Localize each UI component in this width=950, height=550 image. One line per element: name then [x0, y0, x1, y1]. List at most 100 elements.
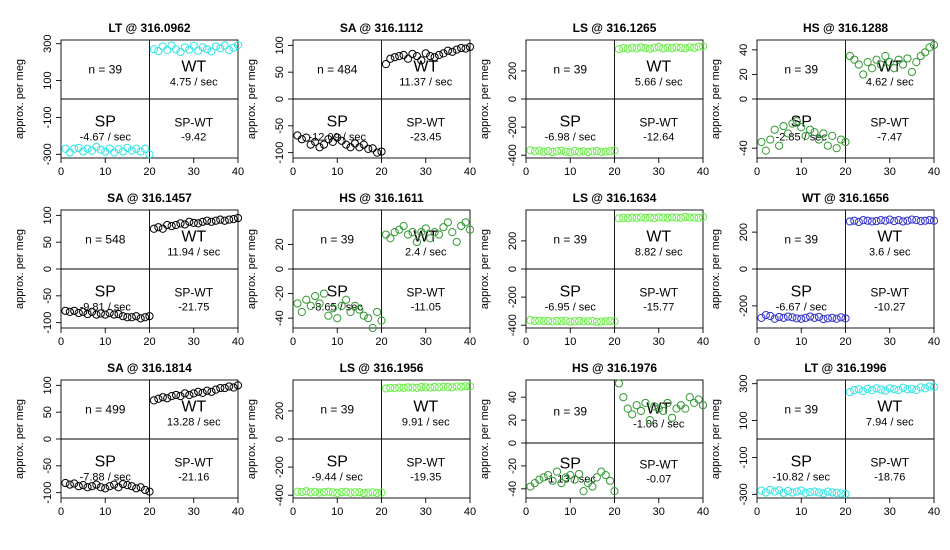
y-tick-label: 0 [738, 96, 750, 102]
wt-point [863, 384, 872, 393]
wt-point [185, 45, 194, 54]
wt-rate-label: 9.91 / sec [402, 417, 450, 429]
wt-point [216, 215, 225, 224]
y-tick-label: 100 [274, 36, 286, 54]
wt-point [202, 45, 212, 54]
sp-point [145, 487, 154, 496]
sp-point [570, 475, 579, 484]
sp-point [823, 487, 832, 496]
sp-point [87, 482, 97, 491]
sp-point [797, 123, 806, 132]
sp-point [605, 316, 615, 326]
sp-point [552, 147, 562, 156]
wt-point [859, 70, 868, 79]
wt-point [663, 43, 672, 52]
sp-point [836, 135, 846, 144]
sp-point [779, 313, 788, 322]
wt-point [672, 43, 681, 52]
sp-point [311, 291, 320, 301]
wt-point [403, 230, 413, 239]
wt-point [850, 216, 859, 225]
wt-point [903, 385, 912, 394]
wt-point [929, 382, 939, 392]
x-tick-label: 40 [464, 166, 476, 178]
sp-point [836, 313, 846, 322]
x-tick-label: 40 [928, 336, 940, 348]
sp-point [83, 309, 92, 319]
wt-point [163, 220, 172, 230]
x-tick-label: 0 [754, 166, 760, 178]
sp-point [788, 488, 797, 497]
sp-point [333, 488, 342, 498]
sp-point [324, 311, 333, 320]
n-count-label: n = 39 [320, 233, 354, 247]
y-tick-label: 0 [738, 266, 750, 272]
sp-point [597, 317, 606, 326]
wt-point [408, 383, 417, 392]
sp-point [79, 307, 88, 317]
sp-point [293, 131, 302, 140]
sp-point [70, 479, 79, 488]
x-tick-label: 20 [839, 166, 851, 178]
wt-point [672, 213, 681, 222]
wt-point [614, 379, 624, 388]
sp-point [342, 140, 351, 149]
wt-point [929, 40, 939, 50]
sp-point [592, 473, 601, 482]
wt-point [448, 383, 457, 392]
sp-point [605, 147, 615, 156]
wt-point [465, 42, 475, 52]
y-axis-label: approx. per meg [14, 399, 26, 479]
sp-point [566, 470, 575, 480]
sp-point [337, 488, 346, 497]
y-axis-label: approx. per meg [246, 59, 258, 139]
x-tick-label: 40 [232, 336, 244, 348]
sp-point [579, 317, 588, 326]
y-tick-label: 20 [507, 414, 519, 426]
x-tick-label: 0 [754, 506, 760, 518]
x-tick-label: 10 [99, 506, 111, 518]
wt-point [681, 404, 690, 413]
sp-point [761, 488, 770, 497]
wt-point [171, 390, 181, 400]
y-tick-label: -100 [42, 312, 54, 334]
wt-rate-label: 2.4 / sec [405, 247, 447, 259]
wt-point [202, 386, 212, 395]
n-count-label: n = 548 [85, 233, 126, 247]
sp-point [757, 486, 766, 495]
wt-point [412, 237, 421, 247]
wt-point [867, 64, 877, 73]
wt-point [233, 213, 243, 223]
wt-point [403, 54, 413, 63]
sp-point [605, 476, 615, 485]
wt-point [461, 218, 470, 227]
wt-point [198, 388, 207, 397]
sp-point [819, 129, 828, 138]
wt-point [921, 48, 930, 57]
panel-title: LT @ 316.0962 [108, 21, 191, 35]
sp-point [346, 488, 355, 497]
sp-point [770, 314, 779, 323]
wt-point [885, 384, 894, 393]
sp-point [74, 308, 83, 318]
wt-point [650, 43, 659, 52]
x-tick-label: 10 [331, 166, 343, 178]
sp-label: SP [560, 456, 581, 473]
wt-point [907, 384, 916, 393]
sp-point [346, 307, 355, 317]
wt-point [659, 213, 668, 222]
wt-label: WT [877, 399, 902, 416]
sp-point [814, 135, 824, 144]
n-count-label: n = 39 [553, 233, 587, 247]
sp-point [302, 487, 311, 496]
sp-point [96, 145, 105, 154]
x-tick-label: 20 [375, 506, 387, 518]
n-count-label: n = 39 [784, 233, 818, 247]
y-tick-label: 40 [507, 391, 519, 403]
spwt-value-label: -21.16 [178, 472, 209, 484]
sp-point [315, 488, 324, 497]
y-tick-label: -100 [42, 482, 54, 504]
sp-point [583, 148, 593, 157]
sp-point [588, 316, 597, 326]
